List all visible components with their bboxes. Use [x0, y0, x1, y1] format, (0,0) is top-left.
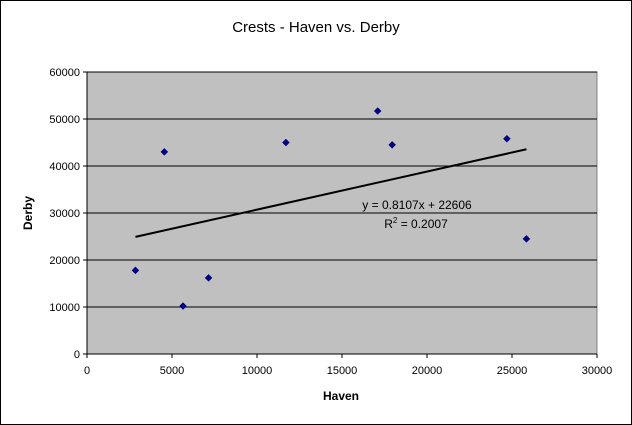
r-squared-value: = 0.2007 [397, 217, 448, 231]
data-point [503, 134, 511, 143]
x-tick-label: 25000 [497, 365, 528, 377]
x-tick-label: 0 [84, 365, 90, 377]
data-point [204, 274, 213, 282]
x-axis-title: Haven [323, 389, 359, 403]
y-axis-title: Derby [21, 196, 35, 230]
data-point [522, 234, 531, 243]
x-tick-label: 15000 [327, 365, 358, 377]
grid-lines [87, 71, 597, 308]
y-tick-label: 40000 [49, 161, 80, 173]
x-axis-ticks: 0 5000 10000 15000 20000 25000 30000 [84, 354, 612, 377]
data-point [388, 140, 397, 149]
data-point [131, 266, 140, 275]
y-tick-label: 50000 [49, 114, 80, 126]
y-tick-label: 30000 [49, 208, 80, 220]
y-tick-label: 60000 [49, 67, 80, 79]
r-squared-label: R2 = 0.2007 [384, 216, 448, 231]
data-point [179, 302, 187, 310]
y-tick-label: 20000 [49, 255, 80, 267]
trendline-equation: y = 0.8107x + 22606 [362, 198, 472, 212]
data-point [160, 148, 169, 156]
r-squared-superscript: 2 [393, 216, 398, 225]
x-tick-label: 10000 [242, 365, 273, 377]
y-tick-label: 0 [74, 349, 80, 361]
x-tick-label: 20000 [412, 365, 443, 377]
y-tick-label: 10000 [49, 302, 80, 314]
r-squared-symbol: R [384, 217, 393, 231]
data-point [282, 138, 290, 147]
x-tick-label: 5000 [160, 365, 184, 377]
trendline [135, 148, 527, 238]
data-point [373, 107, 382, 115]
y-axis-ticks: 0 10000 20000 30000 40000 50000 60000 [49, 67, 87, 361]
trendline-group [135, 148, 527, 238]
chart-title: Crests - Haven vs. Derby [232, 19, 400, 36]
x-tick-label: 30000 [582, 365, 613, 377]
data-points [131, 107, 531, 310]
